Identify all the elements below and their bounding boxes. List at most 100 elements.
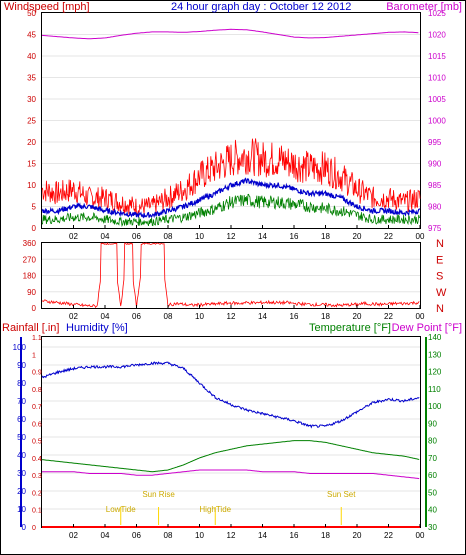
- humidity-x-tick-label: 02: [69, 531, 78, 540]
- rainfall-tick-label: 0.6: [32, 421, 42, 428]
- rainfall-tick-label: 0.5: [32, 439, 42, 446]
- temperature-tick-label: 40: [428, 506, 437, 515]
- humidity-x-tick-label: 08: [164, 531, 173, 540]
- wind-x-tick-label: 10: [195, 232, 204, 241]
- direction-tick-label: 360: [23, 239, 37, 248]
- humidity-x-tick-label: 16: [290, 531, 299, 540]
- wind-x-tick-label: 14: [258, 232, 267, 241]
- rainfall-tick-label: 0.7: [32, 404, 42, 411]
- series-barometer: [41, 28, 419, 40]
- barometer-tick-label: 975: [428, 224, 442, 233]
- windspeed-tick-label: 40: [27, 52, 36, 61]
- humidity-x-tick-label: 18: [321, 531, 330, 540]
- temperature-tick-label: 30: [428, 523, 437, 532]
- rainfall-tick-label: 1: [32, 352, 36, 359]
- direction-tick-label: 180: [23, 272, 37, 281]
- temperature-tick-label: 100: [428, 402, 442, 411]
- humidity-plot-area: [41, 336, 421, 528]
- rainfall-tick-label: 1.1: [32, 335, 42, 342]
- barometer-tick-label: 1010: [428, 74, 446, 83]
- barometer-tick-label: 980: [428, 203, 442, 212]
- windspeed-tick-label: 50: [27, 9, 36, 18]
- direction-x-tick-label: 14: [258, 312, 267, 321]
- barometer-axis-title: Barometer [mb]: [386, 1, 462, 13]
- windspeed-tick-label: 45: [27, 31, 36, 40]
- direction-tick-label: 90: [27, 288, 36, 297]
- barometer-tick-label: 1015: [428, 52, 446, 61]
- series-temperature: [41, 440, 420, 473]
- direction-tick-label: 270: [23, 255, 37, 264]
- humidity-x-tick-label: 10: [195, 531, 204, 540]
- windspeed-tick-label: 5: [32, 203, 37, 212]
- marker-sun-rise-label: Sun Rise: [142, 490, 175, 499]
- series-wind_avg: [41, 177, 421, 219]
- barometer-tick-label: 990: [428, 160, 442, 169]
- direction-x-tick-label: 16: [290, 312, 299, 321]
- rainfall-tick-label: 0.9: [32, 370, 42, 377]
- wind-x-tick-label: 18: [321, 232, 330, 241]
- barometer-tick-label: 995: [428, 138, 442, 147]
- grid-layer: [42, 34, 420, 510]
- axis-layer: 0510152025303540455097598098599099510001…: [13, 9, 447, 540]
- compass-label-s: S: [436, 271, 443, 283]
- rainfall-tick-label: 0.1: [32, 508, 42, 515]
- direction-x-tick-label: 06: [132, 312, 141, 321]
- barometer-tick-label: 1005: [428, 95, 446, 104]
- series-gust: [41, 138, 421, 216]
- series-direction: [41, 242, 420, 309]
- humidity-x-tick-label: 14: [258, 531, 267, 540]
- humidity-tick-label: 0: [22, 523, 27, 532]
- wind-x-tick-label: 12: [227, 232, 236, 241]
- chart-title: 24 hour graph day : October 12 2012: [171, 1, 351, 13]
- rainfall-tick-label: 0.4: [32, 456, 42, 463]
- wind-x-tick-label: 16: [290, 232, 299, 241]
- direction-x-tick-label: 18: [321, 312, 330, 321]
- direction-x-tick-label: 20: [353, 312, 362, 321]
- direction-x-tick-label: 00: [416, 312, 425, 321]
- direction-x-tick-label: 12: [227, 312, 236, 321]
- windspeed-tick-label: 35: [27, 74, 36, 83]
- humidity-x-tick-label: 00: [416, 531, 425, 540]
- temperature-tick-label: 120: [428, 368, 442, 377]
- temperature-tick-label: 60: [428, 471, 437, 480]
- temperature-tick-label: 80: [428, 437, 437, 446]
- direction-x-tick-label: 02: [69, 312, 78, 321]
- humidity-x-tick-label: 22: [384, 531, 393, 540]
- humidity-axis-title: Humidity [%]: [66, 322, 128, 334]
- rainfall-tick-label: 0: [32, 525, 36, 532]
- temperature-axis-title: Temperature [°F]: [309, 322, 391, 334]
- direction-x-tick-label: 10: [195, 312, 204, 321]
- temperature-tick-label: 70: [428, 454, 437, 463]
- marker-hightide-label: HighTide: [199, 505, 231, 514]
- direction-x-tick-label: 08: [164, 312, 173, 321]
- barometer-tick-label: 1000: [428, 117, 446, 126]
- barometer-tick-label: 1025: [428, 9, 446, 18]
- wind-x-tick-label: 06: [132, 232, 141, 241]
- direction-tick-label: 0: [32, 304, 37, 313]
- humidity-x-tick-label: 12: [227, 531, 236, 540]
- series-dewpoint: [42, 469, 420, 480]
- rainfall-tick-label: 0.8: [32, 387, 42, 394]
- windspeed-tick-label: 30: [27, 95, 36, 104]
- rainfall-tick-label: 0.2: [32, 490, 42, 497]
- series-wind_min: [41, 193, 421, 227]
- temperature-tick-label: 130: [428, 350, 442, 359]
- marker-lowtide-label: LowTide: [106, 505, 136, 514]
- windspeed-tick-label: 10: [27, 181, 36, 190]
- temperature-tick-label: 140: [428, 333, 442, 342]
- windspeed-tick-label: 15: [27, 160, 36, 169]
- humidity-tick-label: 100: [13, 343, 27, 352]
- compass-label-n: N: [436, 303, 444, 315]
- rainfall-tick-label: 0.3: [32, 473, 42, 480]
- direction-x-tick-label: 22: [384, 312, 393, 321]
- temperature-tick-label: 110: [428, 385, 441, 394]
- barometer-tick-label: 985: [428, 181, 442, 190]
- dewpoint-axis-title: Dew Point [°F]: [392, 322, 462, 334]
- series-layer: [41, 28, 421, 525]
- wind-x-tick-label: 20: [353, 232, 362, 241]
- compass-label-e: E: [436, 254, 443, 266]
- wind-x-tick-label: 04: [101, 232, 110, 241]
- humidity-x-tick-label: 06: [132, 531, 141, 540]
- compass-label-w: W: [436, 287, 447, 299]
